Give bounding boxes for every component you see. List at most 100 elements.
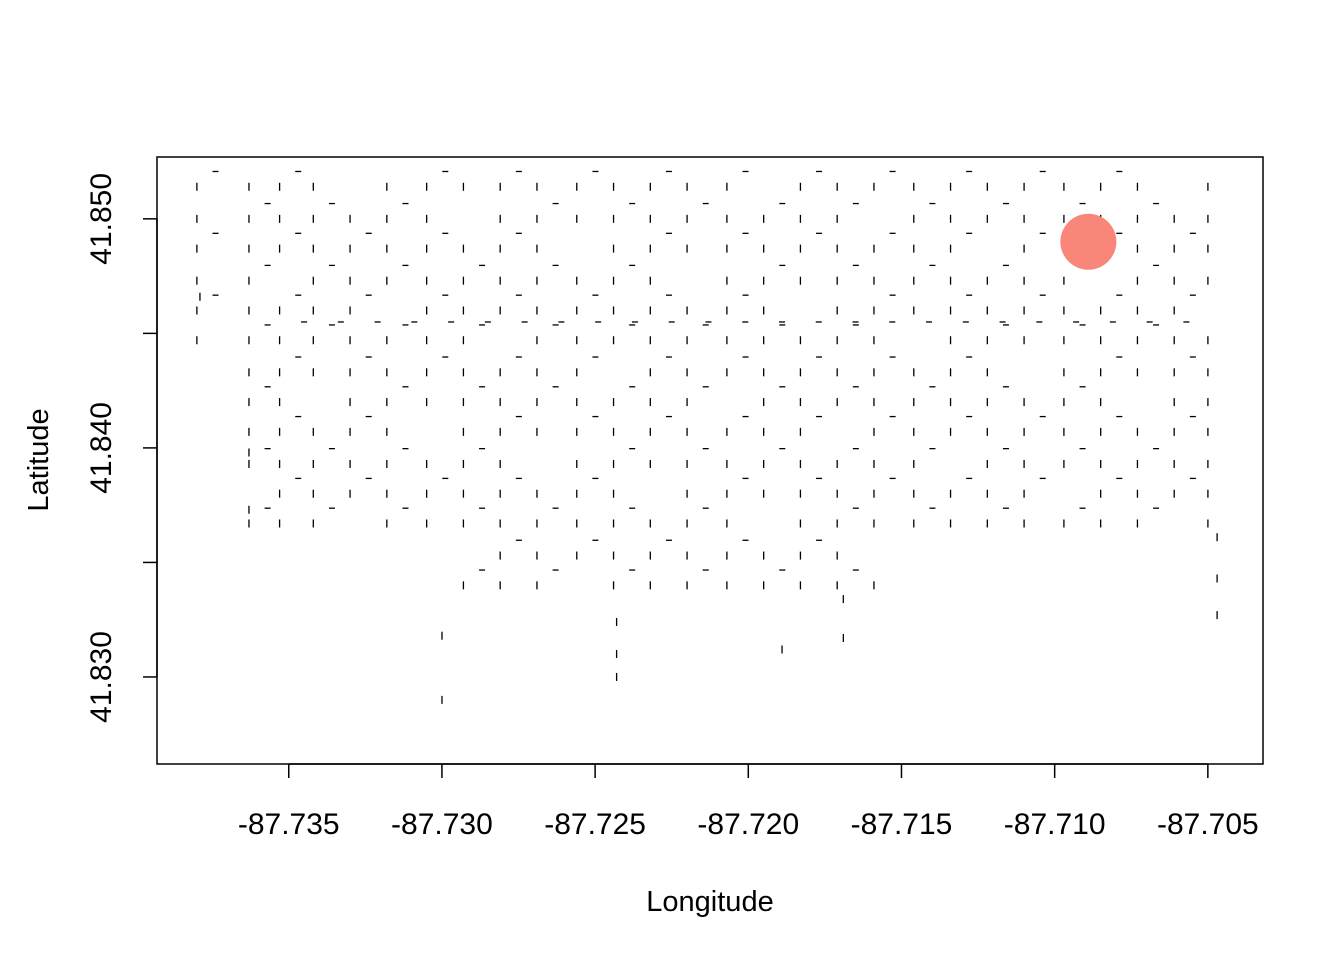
data-point (552, 324, 559, 326)
data-point (1063, 214, 1065, 223)
data-point (576, 398, 578, 407)
data-point (852, 569, 859, 571)
data-point (536, 336, 538, 345)
data-point (312, 244, 314, 253)
data-point (962, 321, 969, 323)
data-point (264, 264, 271, 267)
data-point (1216, 611, 1218, 620)
data-point (852, 264, 859, 267)
data-point (349, 214, 351, 223)
data-point (873, 519, 875, 528)
data-point (426, 398, 428, 407)
data-point (1136, 214, 1139, 223)
data-point (842, 634, 844, 643)
data-point (426, 276, 428, 285)
data-point (763, 244, 765, 253)
data-point (264, 447, 271, 450)
data-point (852, 447, 859, 450)
data-point (337, 321, 344, 323)
data-point (328, 507, 335, 509)
data-point (426, 489, 428, 498)
data-point (929, 447, 936, 450)
data-point (595, 321, 602, 323)
data-point (816, 170, 823, 173)
data-point (312, 214, 314, 223)
data-point (779, 264, 786, 267)
data-point (1063, 368, 1065, 377)
data-point (295, 415, 302, 418)
data-point (629, 202, 636, 205)
data-point (889, 232, 896, 234)
data-point (1063, 427, 1065, 436)
data-point (1100, 398, 1102, 407)
data-point (949, 519, 952, 528)
data-point (779, 447, 786, 450)
data-point (949, 489, 952, 498)
data-point (742, 294, 749, 296)
data-point (402, 447, 409, 450)
data-point (1023, 306, 1025, 315)
data-point (779, 202, 786, 205)
data-point (852, 507, 859, 509)
data-point (1039, 415, 1046, 418)
data-point (426, 336, 428, 345)
data-point (778, 321, 785, 323)
data-point (1002, 507, 1009, 509)
data-point (1100, 306, 1102, 315)
data-point (264, 386, 271, 388)
data-point (312, 336, 314, 345)
data-point (479, 507, 486, 509)
data-point (873, 368, 875, 377)
data-point (462, 306, 465, 315)
data-point (442, 232, 449, 234)
data-point (479, 386, 486, 388)
data-point (1116, 232, 1123, 234)
data-point (763, 551, 765, 560)
data-point (1207, 427, 1209, 436)
data-point (278, 489, 281, 498)
data-point (929, 507, 936, 509)
data-point (278, 182, 281, 191)
data-point (349, 459, 351, 468)
data-point (442, 170, 449, 173)
data-point (196, 244, 198, 253)
data-point (552, 569, 559, 571)
data-point (873, 581, 875, 590)
data-point (1039, 170, 1046, 173)
data-point (889, 294, 896, 296)
data-point (1023, 182, 1025, 191)
data-point (484, 321, 491, 323)
data-point (536, 581, 538, 590)
x-tick-label: -87.730 (391, 808, 493, 841)
data-point (1183, 321, 1190, 323)
data-point (1173, 214, 1175, 223)
data-point (426, 214, 428, 223)
data-point (386, 276, 388, 285)
data-point (799, 519, 802, 528)
data-point (686, 581, 688, 590)
data-point (649, 459, 651, 468)
data-point (631, 321, 638, 323)
data-point (615, 617, 618, 626)
data-point (462, 459, 465, 468)
data-point (462, 519, 465, 528)
data-point (386, 182, 388, 191)
data-point (686, 489, 688, 498)
data-point (702, 507, 709, 509)
data-point (536, 551, 538, 560)
data-point (212, 294, 219, 296)
data-point (278, 519, 281, 528)
data-point (499, 244, 501, 253)
data-point (836, 581, 838, 590)
data-point (986, 489, 988, 498)
data-point (966, 415, 973, 418)
data-point (799, 244, 802, 253)
data-point (913, 368, 915, 377)
data-point (742, 356, 749, 358)
data-point (1109, 321, 1116, 323)
data-point (462, 276, 465, 285)
data-point (799, 214, 802, 223)
data-point (515, 170, 522, 173)
data-point (536, 427, 538, 436)
